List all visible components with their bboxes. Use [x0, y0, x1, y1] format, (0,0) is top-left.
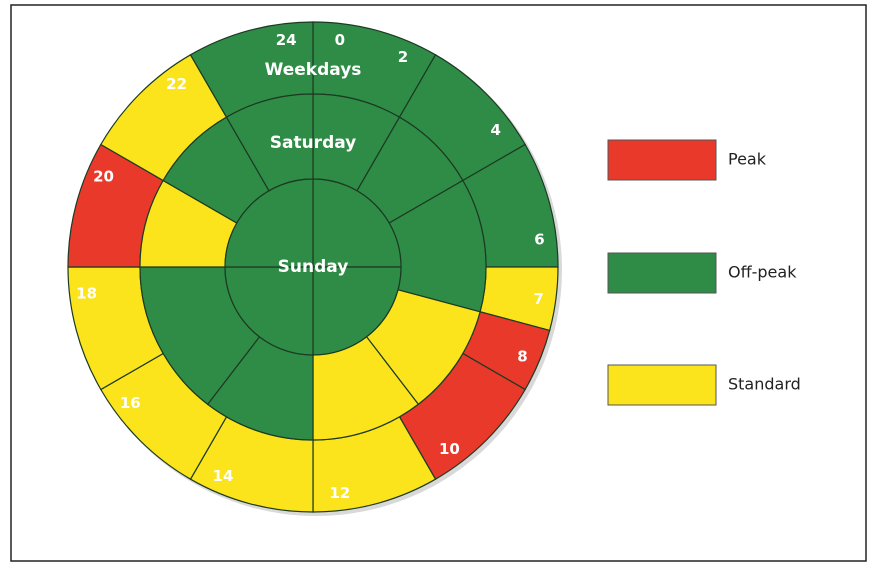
ring-label: Sunday — [278, 257, 349, 277]
legend-swatch — [607, 252, 717, 294]
legend-label: Peak — [728, 150, 767, 169]
hour-label: 8 — [517, 348, 527, 366]
ring-label: Saturday — [270, 133, 357, 153]
hour-label: 24 — [276, 31, 297, 49]
segment — [224, 178, 314, 268]
legend-swatch — [607, 139, 717, 181]
hour-label: 7 — [533, 290, 543, 308]
hour-label: 0 — [335, 31, 345, 49]
hour-label: 10 — [439, 440, 460, 458]
segment — [312, 266, 402, 356]
legend-swatch — [607, 364, 717, 406]
segment — [224, 266, 314, 356]
hour-label: 14 — [213, 467, 234, 485]
ring-label: Weekdays — [265, 60, 362, 80]
hour-label: 20 — [93, 167, 114, 185]
legend-label: Off-peak — [728, 263, 797, 282]
hour-label: 22 — [166, 75, 187, 93]
hour-label: 6 — [534, 231, 544, 249]
hour-label: 18 — [76, 284, 97, 302]
segment — [312, 178, 402, 268]
hour-label: 12 — [329, 484, 350, 502]
hour-label: 4 — [490, 121, 500, 139]
hour-label: 2 — [398, 48, 408, 66]
legend-label: Standard — [728, 375, 801, 394]
hour-label: 16 — [120, 394, 141, 412]
